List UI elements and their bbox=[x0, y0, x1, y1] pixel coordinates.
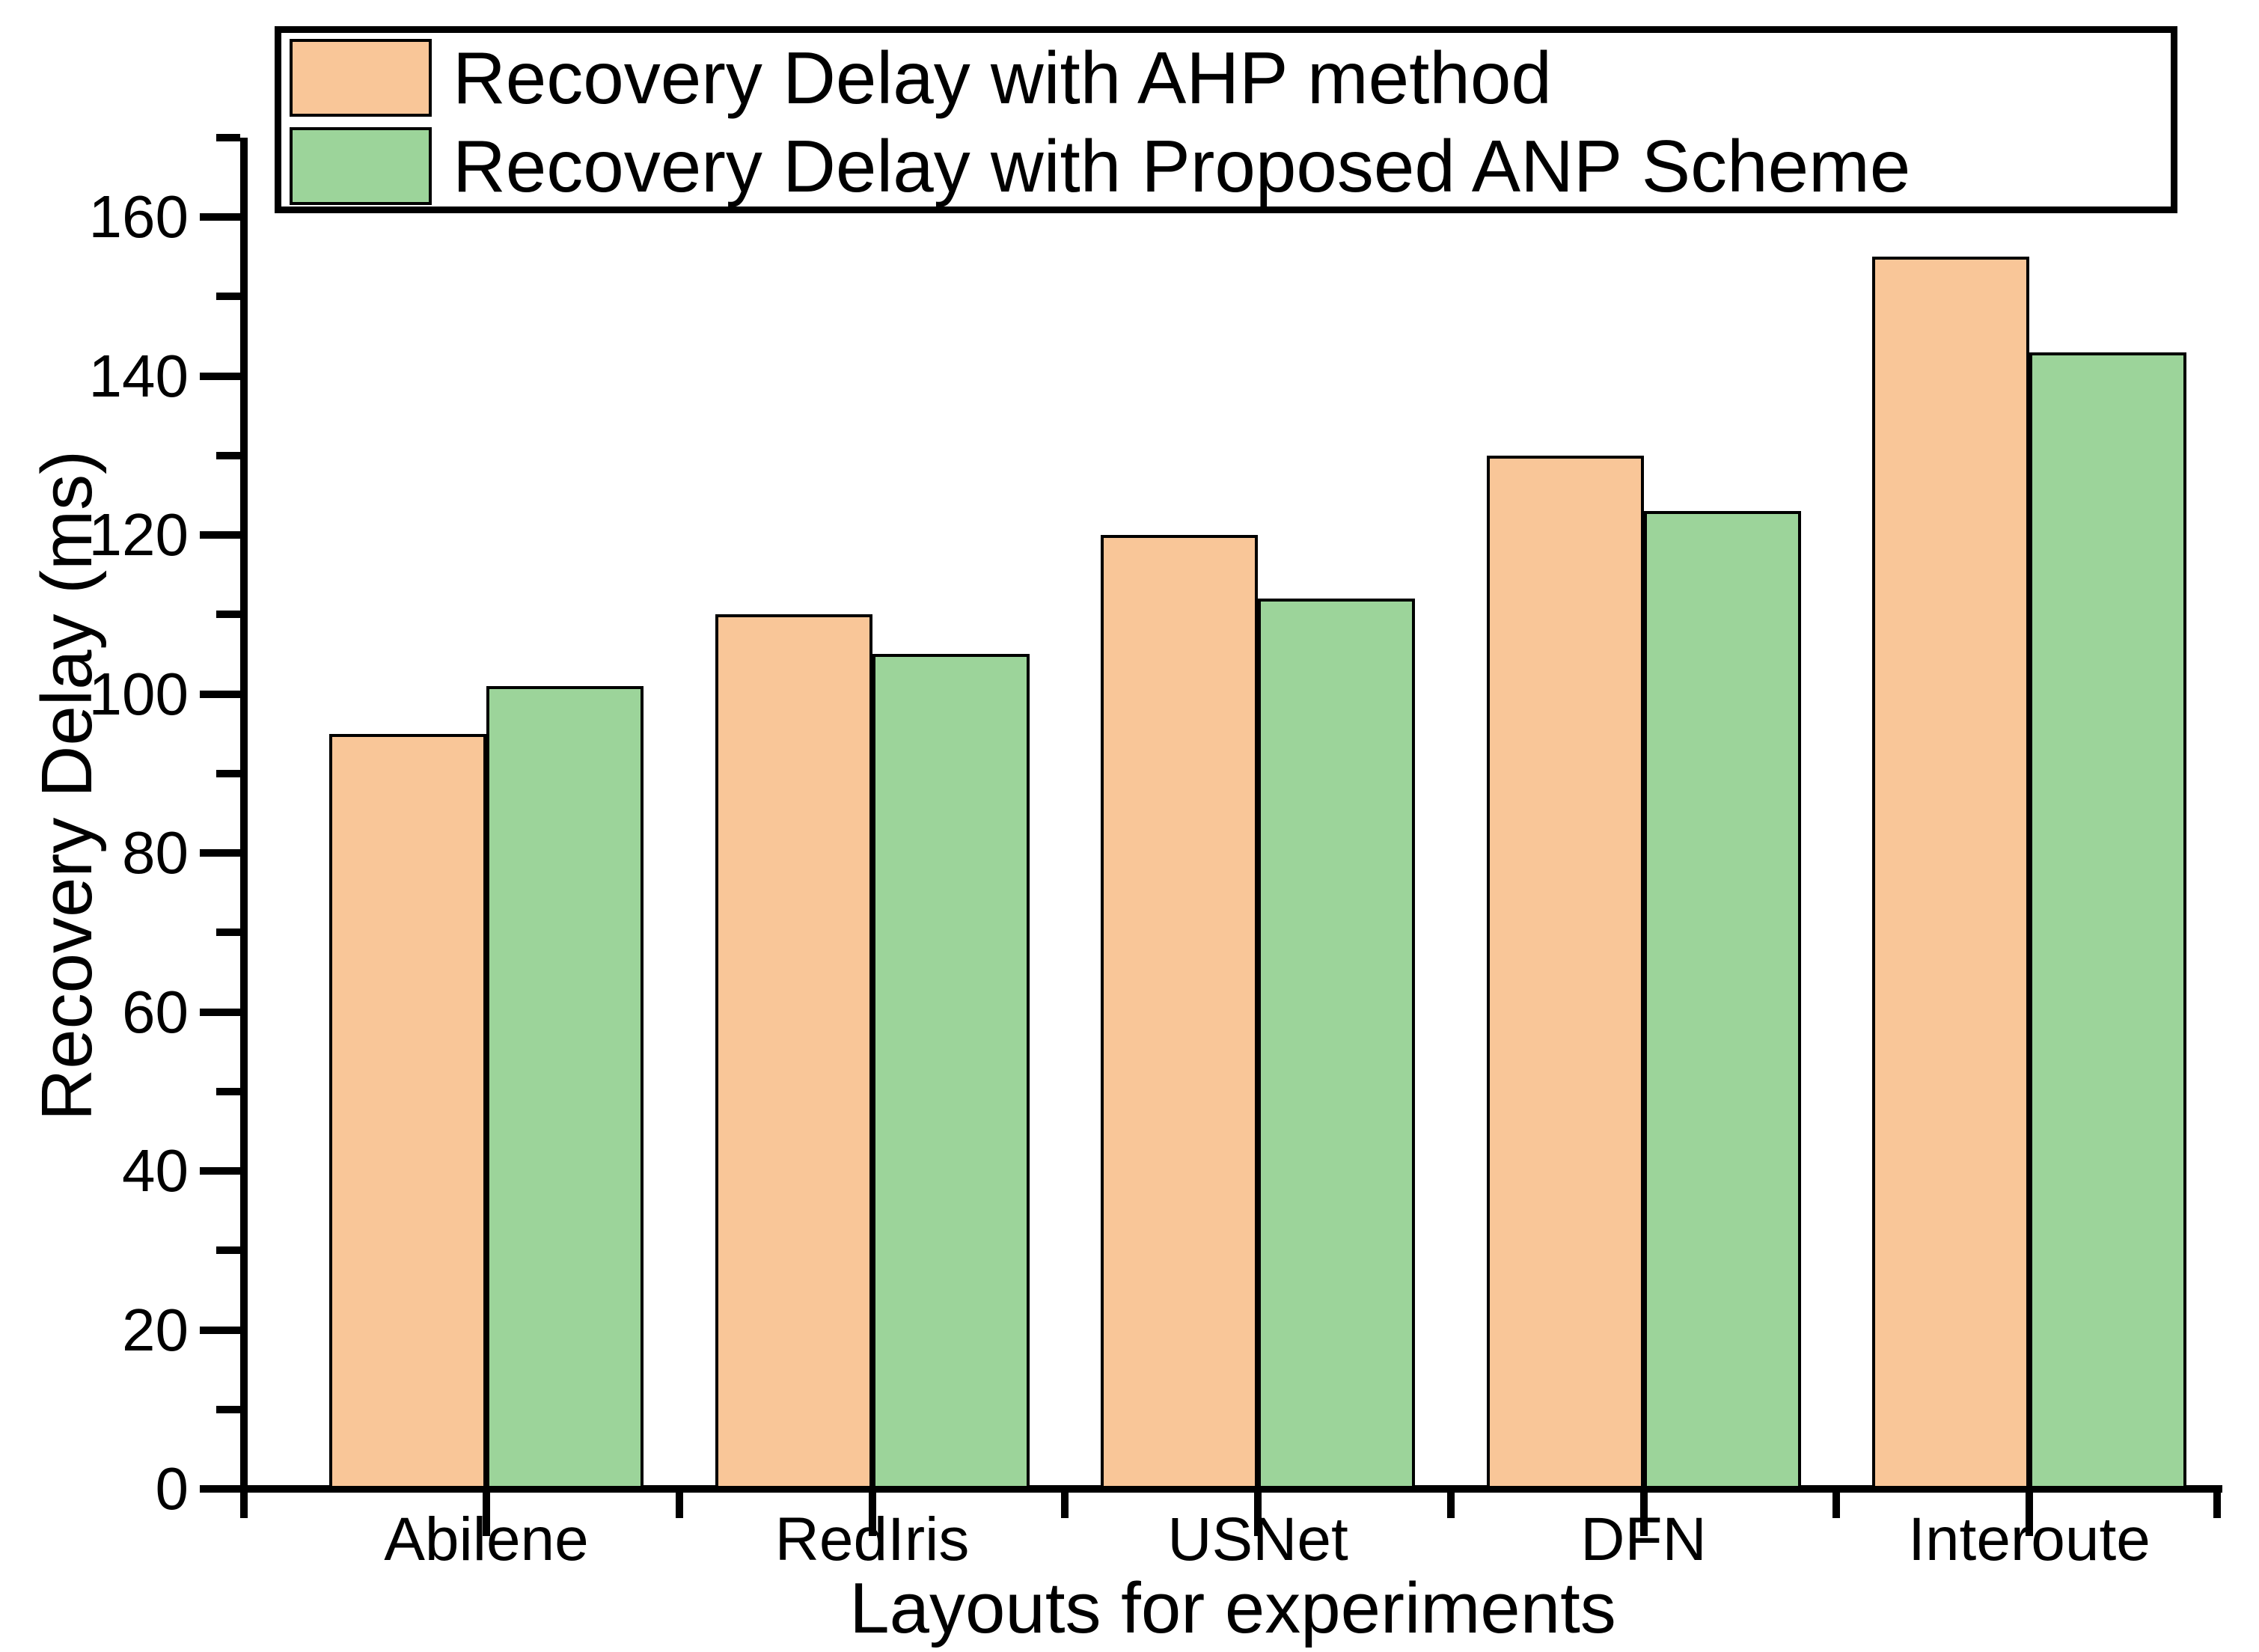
legend-swatch-anp-icon bbox=[290, 127, 432, 205]
y-major-tick bbox=[200, 849, 240, 857]
y-tick-label: 80 bbox=[122, 819, 189, 886]
x-major-tick bbox=[1254, 1493, 1262, 1536]
legend-item-anp: Recovery Delay with Proposed ANP Scheme bbox=[290, 127, 2171, 205]
y-minor-tick bbox=[216, 451, 240, 459]
y-major-tick bbox=[200, 531, 240, 539]
legend-swatch-ahp-icon bbox=[290, 39, 432, 117]
y-minor-tick bbox=[216, 929, 240, 937]
y-minor-tick bbox=[216, 1087, 240, 1095]
y-tick-label: 120 bbox=[88, 501, 189, 568]
y-minor-tick bbox=[216, 769, 240, 777]
y-tick-label: 0 bbox=[155, 1455, 189, 1522]
x-axis-title: Layouts for experiments bbox=[849, 1568, 1616, 1648]
x-category-label: Interoute bbox=[1908, 1505, 2151, 1573]
x-minor-tick bbox=[1061, 1493, 1069, 1518]
y-tick-label: 100 bbox=[88, 660, 189, 727]
y-major-tick bbox=[200, 1167, 240, 1175]
bar-usnet-anp bbox=[1258, 599, 1415, 1489]
bar-dfn-ahp bbox=[1486, 455, 1644, 1489]
x-minor-tick bbox=[1832, 1493, 1841, 1518]
legend-label-ahp: Recovery Delay with AHP method bbox=[453, 37, 1552, 119]
x-minor-tick bbox=[675, 1493, 683, 1518]
y-major-tick bbox=[200, 372, 240, 380]
x-minor-tick bbox=[1446, 1493, 1455, 1518]
x-major-tick bbox=[483, 1493, 490, 1536]
x-major-tick bbox=[2026, 1493, 2033, 1536]
y-major-tick bbox=[200, 1326, 240, 1334]
y-major-tick bbox=[200, 1008, 240, 1016]
x-minor-tick bbox=[240, 1493, 248, 1518]
y-tick-label: 160 bbox=[88, 183, 189, 250]
x-major-tick bbox=[868, 1493, 876, 1536]
y-minor-tick bbox=[216, 611, 240, 619]
bar-dfn-anp bbox=[1643, 511, 1801, 1489]
y-minor-tick bbox=[216, 133, 240, 141]
y-minor-tick bbox=[216, 293, 240, 301]
y-minor-tick bbox=[216, 1405, 240, 1413]
bar-usnet-ahp bbox=[1101, 535, 1258, 1489]
legend-label-anp: Recovery Delay with Proposed ANP Scheme bbox=[453, 125, 1911, 207]
legend: Recovery Delay with AHP method Recovery … bbox=[275, 26, 2177, 213]
x-category-label: USNet bbox=[1167, 1505, 1348, 1573]
x-category-label: RedIris bbox=[774, 1505, 970, 1573]
x-category-label: DFN bbox=[1580, 1505, 1707, 1573]
x-minor-tick bbox=[2213, 1493, 2221, 1518]
y-tick-label: 40 bbox=[122, 1137, 189, 1204]
x-category-label: Abilene bbox=[384, 1505, 589, 1573]
y-axis-spine bbox=[240, 137, 248, 1493]
bar-interoute-ahp bbox=[1872, 257, 2029, 1489]
y-major-tick bbox=[200, 690, 240, 698]
bar-abilene-ahp bbox=[329, 733, 486, 1489]
bar-rediris-ahp bbox=[715, 614, 872, 1489]
y-tick-label: 60 bbox=[122, 978, 189, 1045]
bar-rediris-anp bbox=[872, 654, 1030, 1489]
x-axis-spine bbox=[240, 1485, 2222, 1493]
bar-abilene-anp bbox=[486, 685, 644, 1489]
y-tick-label: 20 bbox=[122, 1296, 189, 1363]
y-major-tick bbox=[200, 213, 240, 221]
y-major-tick bbox=[200, 1485, 240, 1493]
y-minor-tick bbox=[216, 1246, 240, 1255]
bar-interoute-anp bbox=[2029, 352, 2186, 1489]
y-tick-label: 140 bbox=[88, 342, 189, 409]
x-major-tick bbox=[1639, 1493, 1648, 1536]
legend-item-ahp: Recovery Delay with AHP method bbox=[290, 39, 2171, 117]
